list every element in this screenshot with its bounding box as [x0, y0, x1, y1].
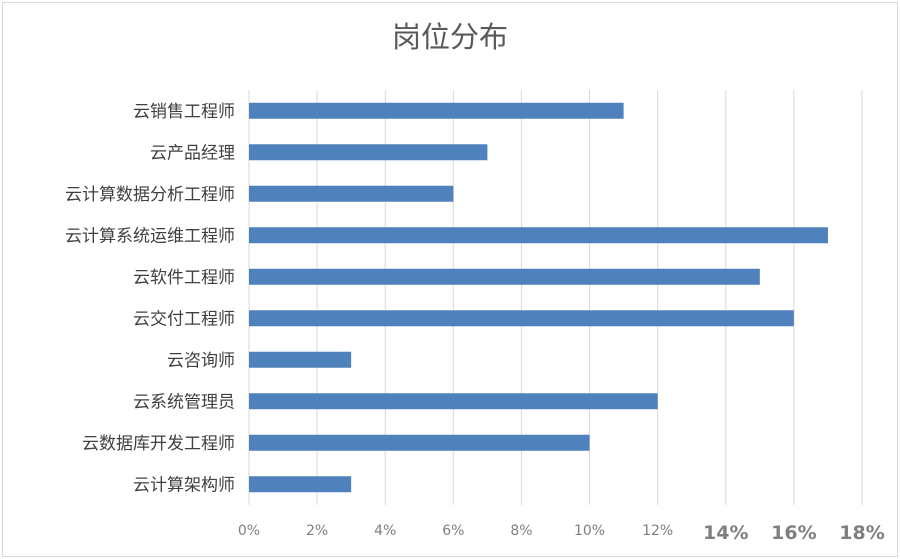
- category-label: 云销售工程师: [133, 102, 235, 122]
- x-tick-label: 14%: [703, 522, 748, 544]
- bar: [249, 185, 454, 202]
- category-label: 云计算系统运维工程师: [65, 226, 235, 246]
- bar: [249, 310, 794, 327]
- bar: [249, 227, 828, 244]
- bar: [249, 351, 352, 368]
- category-label: 云软件工程师: [133, 268, 235, 288]
- chart-title: 岗位分布: [391, 20, 508, 54]
- category-label: 云系统管理员: [133, 392, 235, 412]
- bar: [249, 393, 658, 410]
- bar: [249, 434, 590, 451]
- category-label: 云计算数据分析工程师: [65, 185, 235, 205]
- category-label: 云咨询师: [167, 351, 235, 371]
- x-tick-label: 10%: [574, 523, 605, 539]
- category-label: 云产品经理: [150, 143, 235, 163]
- category-label: 云交付工程师: [133, 309, 235, 329]
- bar: [249, 476, 352, 493]
- x-tick-label: 18%: [839, 522, 884, 544]
- x-tick-label: 2%: [306, 523, 328, 539]
- category-label: 云计算架构师: [133, 475, 235, 495]
- x-tick-label: 12%: [642, 523, 673, 539]
- bar: [249, 144, 488, 161]
- bar: [249, 102, 624, 119]
- x-tick-label: 4%: [374, 523, 396, 539]
- x-tick-label: 16%: [771, 522, 816, 544]
- x-tick-label: 0%: [238, 523, 260, 539]
- x-tick-label: 8%: [510, 523, 532, 539]
- x-tick-label: 6%: [442, 523, 464, 539]
- bar: [249, 268, 760, 285]
- category-label: 云数据库开发工程师: [82, 434, 235, 454]
